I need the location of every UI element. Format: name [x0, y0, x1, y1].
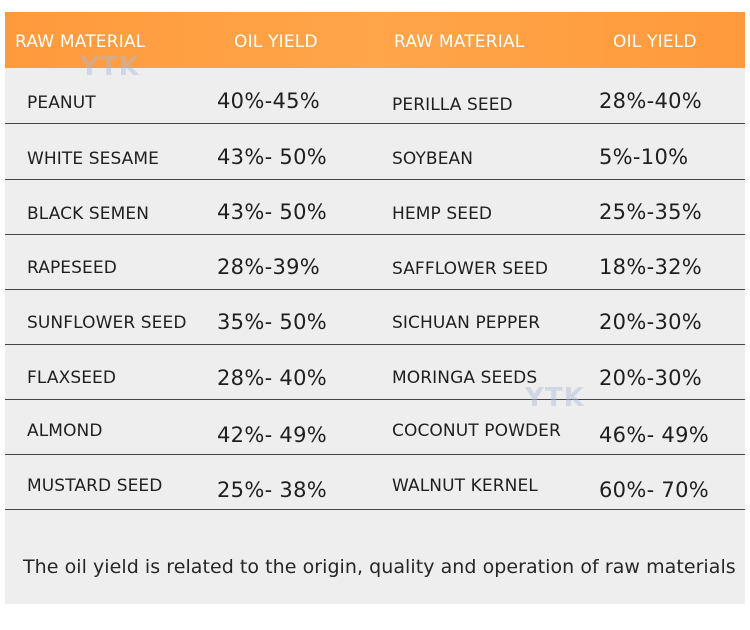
right-material: SAFFLOWER SEED — [392, 259, 549, 279]
left-yield: 43%- 50% — [217, 200, 328, 224]
table-row: ALMOND 42%- 49% COCONUT POWDER 46%- 49% — [5, 399, 745, 455]
right-yield: 60%- 70% — [599, 478, 710, 502]
table-row: BLACK SEMEN 43%- 50% HEMP SEED 25%-35% — [5, 179, 745, 235]
right-yield: 25%-35% — [599, 200, 703, 224]
oil-yield-table: RAW MATERIAL OIL YIELD RAW MATERIAL OIL … — [5, 12, 745, 604]
right-yield: 5%-10% — [599, 145, 689, 169]
left-yield: 42%- 49% — [217, 423, 328, 447]
right-material: HEMP SEED — [392, 204, 493, 224]
left-yield: 35%- 50% — [217, 310, 328, 334]
left-material: ALMOND — [27, 421, 103, 441]
header-raw-material-right: RAW MATERIAL — [394, 32, 525, 52]
table-row: FLAXSEED 28%- 40% MORINGA SEEDS 20%-30% — [5, 344, 745, 400]
table-header: RAW MATERIAL OIL YIELD RAW MATERIAL OIL … — [5, 12, 745, 68]
right-yield: 20%-30% — [599, 310, 703, 334]
left-yield: 43%- 50% — [217, 145, 328, 169]
left-material: SUNFLOWER SEED — [27, 313, 187, 333]
left-material: PEANUT — [27, 93, 96, 113]
watermark-middle: YTK — [525, 383, 585, 413]
header-oil-yield-left: OIL YIELD — [234, 32, 318, 52]
right-material: SOYBEAN — [392, 149, 474, 169]
left-yield: 28%- 40% — [217, 366, 328, 390]
watermark-top: YTK — [80, 52, 140, 82]
footnote: The oil yield is related to the origin, … — [23, 556, 736, 578]
table-row: RAPESEED 28%-39% SAFFLOWER SEED 18%-32% — [5, 234, 745, 290]
left-material: MUSTARD SEED — [27, 476, 163, 496]
right-material: MORINGA SEEDS — [392, 368, 538, 388]
table-row: MUSTARD SEED 25%- 38% WALNUT KERNEL 60%-… — [5, 454, 745, 510]
left-material: WHITE SESAME — [27, 149, 160, 169]
right-yield: 18%-32% — [599, 255, 703, 279]
right-material: SICHUAN PEPPER — [392, 313, 541, 333]
header-oil-yield-right: OIL YIELD — [613, 32, 697, 52]
table-row: PEANUT 40%-45% PERILLA SEED 28%-40% — [5, 68, 745, 124]
left-yield: 28%-39% — [217, 255, 321, 279]
left-material: FLAXSEED — [27, 368, 117, 388]
right-yield: 28%-40% — [599, 89, 703, 113]
left-material: RAPESEED — [27, 258, 117, 278]
right-material: WALNUT KERNEL — [392, 476, 538, 496]
right-material: PERILLA SEED — [392, 95, 513, 115]
header-raw-material-left: RAW MATERIAL — [15, 32, 146, 52]
table-row: SUNFLOWER SEED 35%- 50% SICHUAN PEPPER 2… — [5, 289, 745, 345]
table-row: WHITE SESAME 43%- 50% SOYBEAN 5%-10% — [5, 124, 745, 180]
right-yield: 46%- 49% — [599, 423, 710, 447]
left-yield: 40%-45% — [217, 89, 321, 113]
left-yield: 25%- 38% — [217, 478, 328, 502]
right-yield: 20%-30% — [599, 366, 703, 390]
left-material: BLACK SEMEN — [27, 204, 150, 224]
right-material: COCONUT POWDER — [392, 421, 561, 441]
